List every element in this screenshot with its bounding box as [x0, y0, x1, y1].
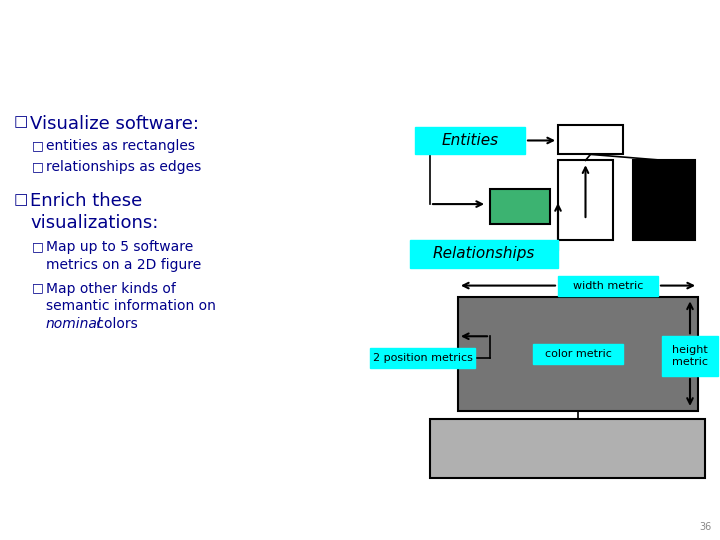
- Text: □: □: [32, 240, 44, 253]
- Text: colors: colors: [92, 318, 138, 332]
- Text: visualizations:: visualizations:: [30, 214, 158, 232]
- Text: The Polymetric View - Principles: The Polymetric View - Principles: [13, 28, 443, 52]
- Text: 2 position metrics: 2 position metrics: [372, 353, 472, 363]
- Bar: [533, 344, 623, 363]
- Text: Relationships: Relationships: [433, 246, 535, 261]
- Text: color metric: color metric: [544, 349, 611, 359]
- Bar: [558, 160, 613, 240]
- Bar: [662, 336, 718, 376]
- Text: □: □: [14, 114, 28, 130]
- Text: Enrich these: Enrich these: [30, 192, 143, 210]
- Bar: [490, 189, 550, 224]
- Text: Map up to 5 software: Map up to 5 software: [46, 240, 193, 254]
- Text: □: □: [14, 192, 28, 207]
- Text: □: □: [32, 139, 44, 152]
- Text: Map other kinds of: Map other kinds of: [46, 281, 176, 295]
- Bar: [558, 275, 658, 295]
- Text: Visualize software:: Visualize software:: [30, 114, 199, 133]
- Text: nominal: nominal: [46, 318, 102, 332]
- Text: □: □: [32, 160, 44, 173]
- Text: relationships as edges: relationships as edges: [46, 160, 202, 174]
- Text: entities as rectangles: entities as rectangles: [46, 139, 195, 153]
- Text: 36: 36: [700, 522, 712, 532]
- Bar: [415, 126, 525, 154]
- Bar: [633, 160, 695, 240]
- Bar: [410, 240, 558, 268]
- Bar: [370, 348, 475, 368]
- Bar: [430, 418, 705, 478]
- Text: □: □: [32, 281, 44, 295]
- Text: Entities: Entities: [441, 133, 498, 148]
- Bar: [558, 125, 623, 154]
- Text: height
metric: height metric: [672, 346, 708, 367]
- Text: metrics on a 2D figure: metrics on a 2D figure: [46, 258, 202, 272]
- Text: width metric: width metric: [573, 281, 643, 291]
- Bar: [458, 296, 698, 411]
- Text: semantic information on: semantic information on: [46, 300, 216, 314]
